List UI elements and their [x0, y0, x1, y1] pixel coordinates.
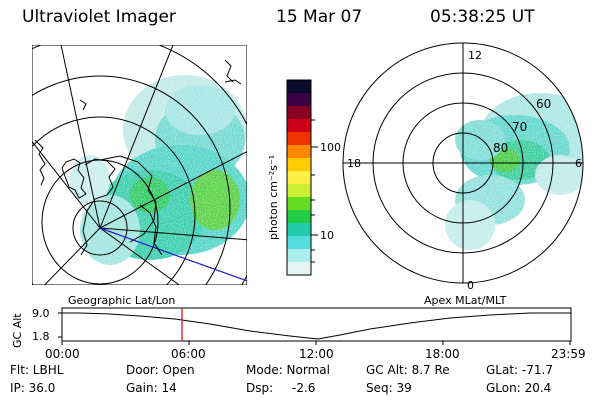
colorbar-swatch: [287, 158, 311, 172]
colorbar-swatch: [287, 132, 311, 146]
colorbar-swatch: [287, 171, 311, 185]
colorbar-ticks: [311, 119, 318, 263]
altitude-curve: [62, 312, 571, 340]
mlt-label-18: 18: [347, 157, 361, 170]
colorbar-swatch: [287, 223, 311, 237]
colorbar-tick-100: 100: [320, 141, 341, 154]
instrument-title: Ultraviolet Imager: [22, 7, 176, 27]
status-mode: Mode: Normal: [246, 363, 330, 377]
timeline-x-tick: 12:00: [299, 347, 334, 361]
mlt-label-12: 12: [468, 49, 482, 62]
status-dsp-label: Dsp:: [246, 381, 274, 395]
timeline-y-tick-1-8: 1.8: [32, 330, 50, 343]
timeline-x-tick: 18:00: [425, 347, 460, 361]
geographic-panel-label: Geographic Lat/Lon: [68, 294, 175, 307]
mlat-label-70: 70: [512, 120, 527, 134]
colorbar-swatch: [287, 119, 311, 133]
date-label: 15 Mar 07: [276, 7, 363, 27]
colorbar-swatch: [287, 210, 311, 224]
time-label: 05:38:25 UT: [430, 7, 535, 27]
timeline-y-ticks: [58, 312, 62, 338]
status-seq: Seq: 39: [366, 381, 412, 395]
geographic-map: [32, 45, 247, 285]
noon-meridian-line: [99, 227, 247, 282]
colorbar-swatch: [287, 93, 311, 107]
mlt-label-6: 6: [575, 157, 582, 170]
colorbar-unit-label: photon cm⁻²s⁻¹: [267, 155, 280, 240]
timeline-x-tick: 06:00: [171, 347, 206, 361]
mlt-axes: [343, 43, 583, 283]
status-filter: Flt: LBHL: [10, 363, 64, 377]
mlat-label-60: 60: [536, 97, 551, 111]
colorbar-swatch: [287, 145, 311, 159]
colorbar-swatch: [287, 236, 311, 250]
colorbar-frame: [286, 79, 312, 276]
mlat-mlt-polar-plot: [342, 42, 584, 284]
timeline-y-tick-9: 9.0: [32, 307, 50, 320]
status-door: Door: Open: [126, 363, 195, 377]
longitude-lines: [32, 45, 247, 285]
status-dsp-value: -2.6: [292, 381, 316, 395]
mlt-label-0: 0: [467, 279, 474, 292]
colorbar-swatch: [287, 184, 311, 198]
timeline-x-tick: 23:59: [551, 347, 586, 361]
apex-panel-label: Apex MLat/MLT: [424, 294, 507, 307]
colorbar: [286, 79, 312, 276]
colorbar-tick-10: 10: [320, 229, 334, 242]
timeline-x-tick: 00:00: [45, 347, 80, 361]
colorbar-swatch: [287, 80, 311, 94]
timeline-y-label: GC Alt: [11, 313, 24, 348]
orbit-altitude-timeline: [58, 307, 572, 345]
colorbar-swatch: [287, 197, 311, 211]
status-glon: GLon: 20.4: [486, 381, 552, 395]
status-ip: IP: 36.0: [10, 381, 56, 395]
colorbar-swatch: [287, 106, 311, 120]
status-gc-alt: GC Alt: 8.7 Re: [366, 363, 450, 377]
timeline-x-ticks: [61, 341, 571, 345]
mlat-label-80: 80: [493, 141, 508, 155]
colorbar-swatch: [287, 249, 311, 263]
status-gain: Gain: 14: [126, 381, 177, 395]
coastlines: [34, 59, 242, 256]
status-glat: GLat: -71.7: [486, 363, 553, 377]
colorbar-swatch: [287, 262, 311, 276]
